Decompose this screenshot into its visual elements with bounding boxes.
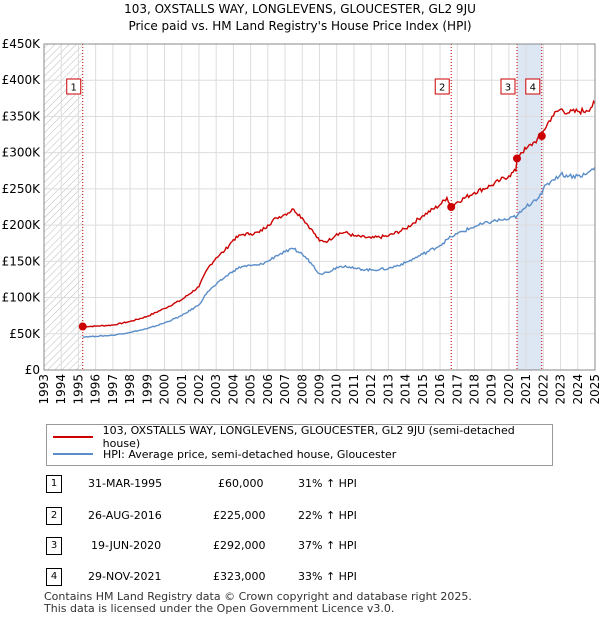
x-tick-label: 2014 — [399, 374, 413, 405]
x-tick-label: 2005 — [244, 374, 258, 405]
table-row: 2 26-AUG-2016 £225,000 22% ↑ HPI — [46, 507, 546, 527]
sale-point — [537, 132, 546, 141]
y-tick-label: £0 — [25, 363, 40, 377]
sale-point — [512, 154, 521, 163]
sale-number-box — [66, 78, 82, 95]
transaction-date: 19-JUN-2020 — [91, 539, 162, 552]
shaded-region — [516, 44, 542, 370]
x-tick-label: 2019 — [485, 374, 499, 405]
transaction-hpi: 31% ↑ HPI — [298, 477, 357, 490]
transaction-number: 3 — [46, 537, 62, 555]
transaction-date: 31-MAR-1995 — [88, 477, 163, 490]
footer-licence: This data is licensed under the Open Gov… — [44, 602, 395, 615]
x-tick-label: 2023 — [554, 374, 568, 405]
legend-item-property: 103, OXSTALLS WAY, LONGLEVENS, GLOUCESTE… — [53, 424, 552, 450]
plot-frame — [43, 43, 596, 371]
y-tick-label: £200K — [2, 218, 42, 232]
transaction-price: £225,000 — [213, 509, 266, 522]
transaction-number: 1 — [46, 475, 62, 493]
hatched-region — [44, 44, 83, 370]
table-row: 1 31-MAR-1995 £60,000 31% ↑ HPI — [46, 475, 546, 495]
transaction-hpi: 33% ↑ HPI — [298, 570, 357, 583]
x-tick-label: 2022 — [536, 374, 550, 405]
x-tick-label: 2013 — [381, 374, 395, 405]
transaction-price: £323,000 — [213, 570, 266, 583]
x-tick-label: 2021 — [519, 374, 533, 405]
transaction-price: £60,000 — [218, 477, 264, 490]
x-tick-label: 2018 — [467, 374, 481, 405]
transaction-number: 4 — [46, 568, 62, 586]
x-tick-label: 2011 — [347, 374, 361, 405]
sale-number-box — [434, 78, 450, 95]
y-tick-label: £450K — [2, 37, 42, 51]
y-tick-label: £100K — [2, 291, 42, 305]
y-tick-label: £250K — [2, 182, 42, 196]
transaction-date: 26-AUG-2016 — [88, 509, 162, 522]
legend-swatch-property — [53, 436, 93, 438]
x-tick-label: 1993 — [37, 374, 51, 405]
sale-point — [78, 322, 87, 331]
y-tick-label: £50K — [9, 327, 41, 341]
x-tick-label: 1996 — [89, 374, 103, 405]
sale-number-box — [525, 78, 541, 95]
footer-copyright: Contains HM Land Registry data © Crown c… — [44, 590, 472, 603]
x-tick-label: 2000 — [158, 374, 172, 405]
hpi-line — [82, 166, 596, 338]
x-tick-label: 1994 — [54, 374, 68, 405]
y-tick-label: £350K — [2, 109, 42, 123]
legend-label-property: 103, OXSTALLS WAY, LONGLEVENS, GLOUCESTE… — [102, 424, 515, 450]
price-chart: 1 2 3 4 £0 £50K £100K £150K £200K £250K £300K £350… — [2, 37, 600, 405]
x-tick-label: 2024 — [571, 374, 585, 405]
x-tick-label: 2007 — [278, 374, 292, 405]
transaction-price: £292,000 — [213, 539, 266, 552]
legend-swatch-hpi — [53, 453, 93, 455]
chart-subtitle: Price paid vs. HM Land Registry's House … — [128, 19, 472, 33]
sale-number-label: 2 — [439, 83, 445, 94]
sale-number-label: 3 — [505, 83, 511, 94]
x-tick-label: 2008 — [295, 374, 309, 405]
x-tick-label: 1995 — [71, 374, 85, 405]
sale-number-label: 4 — [530, 83, 536, 94]
sale-point — [447, 203, 456, 211]
chart-title: 103, OXSTALLS WAY, LONGLEVENS, GLOUCESTE… — [124, 2, 476, 16]
x-tick-label: 2001 — [175, 374, 189, 405]
y-tick-label: £300K — [2, 146, 42, 160]
x-tick-label: 2006 — [261, 374, 275, 405]
table-row: 4 29-NOV-2021 £323,000 33% ↑ HPI — [46, 568, 546, 588]
x-tick-label: 2012 — [364, 374, 378, 405]
x-tick-label: 2016 — [433, 374, 447, 405]
sale-number-label: 1 — [71, 83, 77, 94]
x-tick-label: 2002 — [192, 374, 206, 405]
transaction-date: 29-NOV-2021 — [88, 570, 162, 583]
x-tick-label: 2025 — [588, 374, 600, 405]
x-tick-label: 2015 — [416, 374, 430, 405]
x-tick-label: 2017 — [450, 374, 464, 405]
transaction-hpi: 37% ↑ HPI — [298, 539, 357, 552]
x-tick-label: 1997 — [106, 374, 120, 405]
y-tick-label: £150K — [2, 254, 42, 268]
transaction-hpi: 22% ↑ HPI — [298, 509, 357, 522]
property-price-line — [82, 99, 596, 328]
x-tick-label: 2003 — [209, 374, 223, 405]
legend-item-hpi: HPI: Average price, semi-detached house,… — [53, 446, 396, 462]
table-row: 3 19-JUN-2020 £292,000 37% ↑ HPI — [46, 537, 546, 557]
y-tick-label: £400K — [2, 73, 42, 87]
x-tick-label: 1998 — [123, 374, 137, 405]
sale-number-box — [500, 78, 516, 95]
x-tick-label: 1999 — [140, 374, 154, 405]
x-tick-label: 2020 — [502, 374, 516, 405]
x-tick-label: 2004 — [226, 374, 240, 405]
x-tick-label: 2010 — [330, 374, 344, 405]
x-tick-label: 2009 — [313, 374, 327, 405]
legend-label-hpi: HPI: Average price, semi-detached house,… — [103, 447, 397, 461]
legend: 103, OXSTALLS WAY, LONGLEVENS, GLOUCESTE… — [46, 424, 553, 466]
transaction-number: 2 — [46, 507, 62, 525]
